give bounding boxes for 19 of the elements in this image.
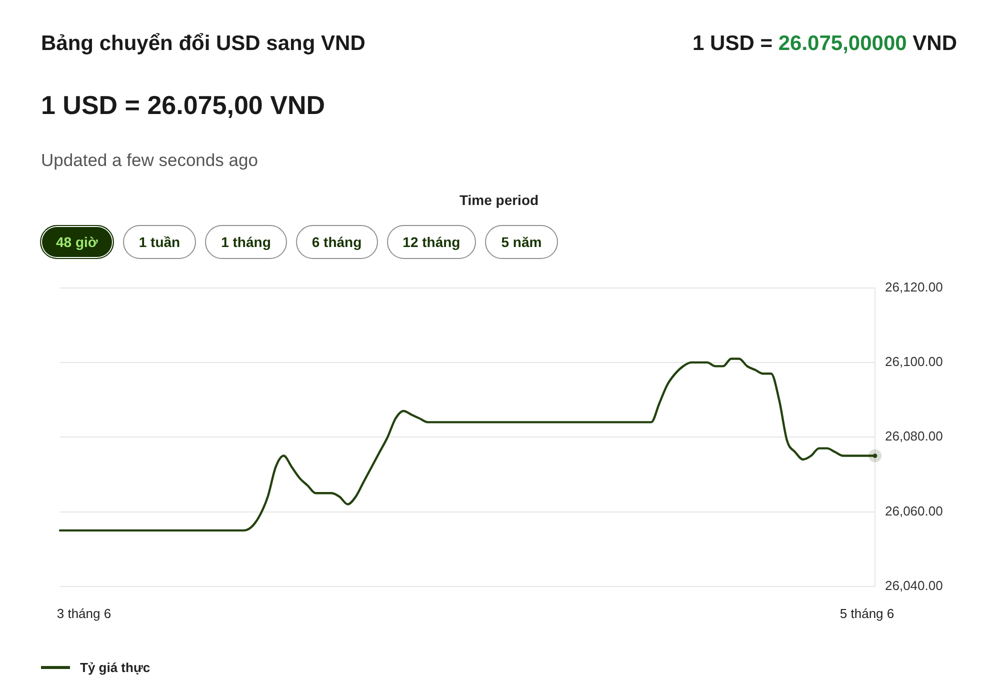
chart-subtitle: 1 USD = 26.075,00 VND [41,89,325,122]
text: Updated a few seconds ago [41,149,258,172]
y-tick-label: 26,040.00 [885,578,943,593]
text: 48 giờ [56,234,98,250]
text: 1 USD = 26.075,00000 VND [692,31,957,57]
x-tick-label: 5 tháng 6 [840,606,894,621]
y-tick-label: 26,080.00 [885,428,943,444]
legend-label: Tỷ giá thực [80,660,150,675]
chart-title: Bảng chuyển đổi USD sang VND [41,31,366,57]
text: 1 tuần [138,234,180,250]
y-tick-label: 26,060.00 [885,503,943,518]
x-tick-label: 3 tháng 6 [56,606,112,621]
text: 1 tháng [221,234,271,250]
text: 12 tháng [402,234,460,250]
y-tick-label: 26,100.00 [885,354,943,370]
text: Time period [458,191,540,209]
text: 5 năm [501,234,542,250]
text: 6 tháng [312,234,362,250]
y-tick-label: 26,120.00 [885,279,943,294]
